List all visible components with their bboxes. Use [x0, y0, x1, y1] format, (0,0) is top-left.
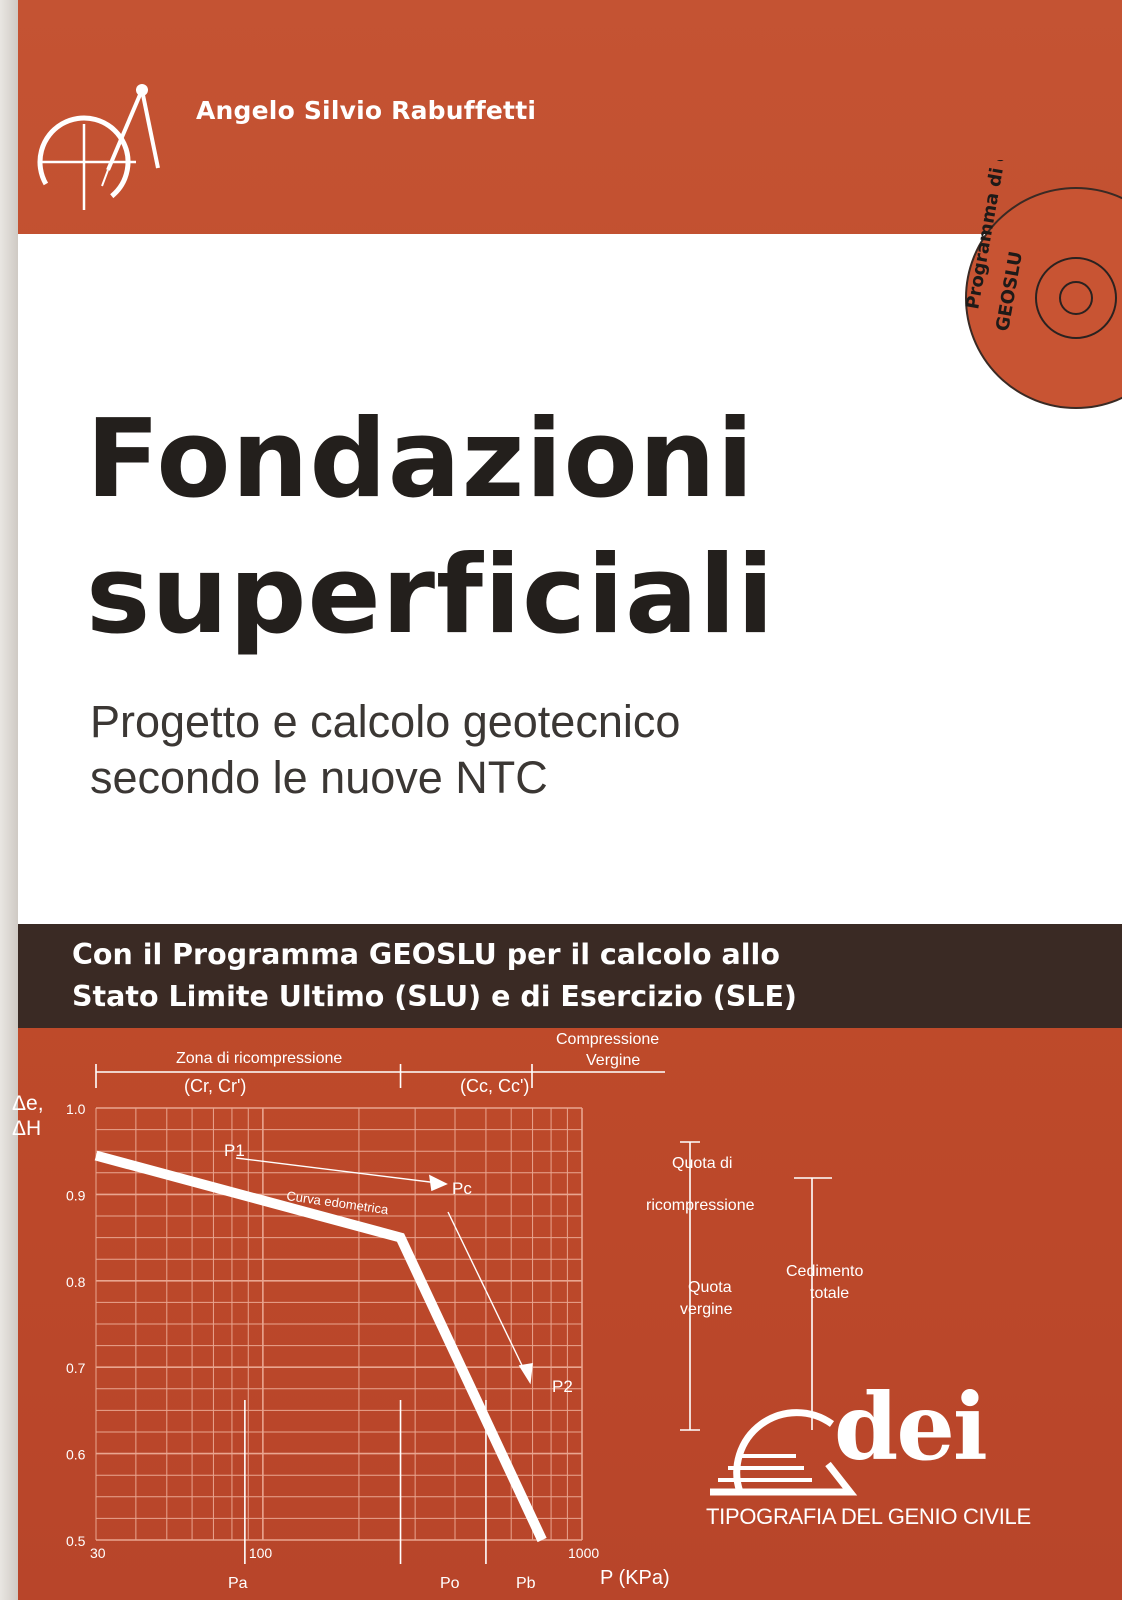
- quota-verg-2: vergine: [680, 1301, 733, 1318]
- marker-pb: Pb: [516, 1575, 536, 1592]
- zone-recompression-coeffs: (Cr, Cr'): [184, 1076, 246, 1096]
- point-label-pc: Pc: [452, 1179, 472, 1198]
- zone-virgin-title-1: Compressione: [556, 1031, 659, 1048]
- subtitle-line-2: secondo le nuove NTC: [90, 752, 548, 803]
- x-tick-label: 30: [90, 1545, 106, 1561]
- point-label-p2: P2: [552, 1377, 573, 1396]
- chart-ticks: 1.0 0.9 0.8 0.7 0.6 0.530 100 1000: [66, 1101, 599, 1561]
- marker-pa: Pa: [228, 1575, 248, 1592]
- arrow-head: [518, 1363, 533, 1385]
- y-axis-label-1: Δe,: [12, 1092, 44, 1115]
- x-axis-label: P (KPa): [600, 1567, 670, 1589]
- settlement-total-1: Cedimento: [786, 1263, 863, 1280]
- oedometer-chart: 1.0 0.9 0.8 0.7 0.6 0.530 100 1000 Zona di rico…: [12, 1031, 863, 1592]
- author-name: Angelo Silvio Rabuffetti: [196, 96, 537, 125]
- quota-ric-1: Quota di: [672, 1155, 732, 1172]
- quota-verg-1: Quota: [688, 1279, 732, 1296]
- cd-disc-icon: Programma di calcolo GEOSLU: [962, 160, 1122, 409]
- subtitle-line-1: Progetto e calcolo geotecnico: [90, 696, 681, 747]
- arrow-head: [428, 1174, 448, 1192]
- book-title: Fondazioni superficiali: [86, 392, 775, 664]
- arrow-p1-pc: [235, 1157, 447, 1185]
- publisher-tagline: TIPOGRAFIA DEL GENIO CIVILE: [706, 1504, 1031, 1529]
- y-tick-label: 1.0: [66, 1101, 86, 1117]
- y-tick-label: 0.5: [66, 1533, 86, 1549]
- point-label-p1: P1: [224, 1141, 245, 1160]
- arrow-pc-p2: [447, 1211, 531, 1383]
- chart-series: [94, 1150, 547, 1543]
- x-tick-label: 100: [249, 1545, 273, 1561]
- y-axis-label-2: ΔH: [12, 1117, 41, 1140]
- y-tick-label: 0.7: [66, 1360, 86, 1376]
- promo-band: [18, 924, 1122, 1028]
- y-tick-label: 0.6: [66, 1447, 86, 1463]
- promo-line-2: Stato Limite Ultimo (SLU) e di Esercizio…: [72, 980, 797, 1013]
- zone-recompression-title: Zona di ricompressione: [176, 1050, 342, 1067]
- quota-ric-2: ricompressione: [646, 1197, 755, 1214]
- y-tick-label: 0.8: [66, 1274, 86, 1290]
- y-tick-label: 0.9: [66, 1187, 86, 1203]
- x-tick-label: 1000: [568, 1545, 599, 1561]
- zone-virgin-title-2: Vergine: [586, 1052, 640, 1069]
- book-subtitle: Progetto e calcolo geotecnico secondo le…: [90, 694, 680, 806]
- cover-spine-edge: [0, 0, 18, 1600]
- title-line-1: Fondazioni: [86, 397, 755, 522]
- chart-overlay: [95, 1064, 832, 1564]
- title-line-2: superficiali: [86, 533, 775, 658]
- dei-logo-icon: [710, 1409, 858, 1496]
- promo-text: Con il Programma GEOSLU per il calcolo a…: [72, 934, 797, 1018]
- promo-line-1: Con il Programma GEOSLU per il calcolo a…: [72, 938, 780, 971]
- title-band: [18, 234, 1122, 924]
- curva-edometrica-line: [94, 1150, 547, 1543]
- settlement-total-2: totale: [810, 1285, 849, 1302]
- compass-logo-icon: [37, 84, 160, 210]
- publisher-logo-text: dei: [834, 1373, 988, 1481]
- marker-po: Po: [440, 1575, 460, 1592]
- zone-virgin-coeffs: (Cc, Cc'): [460, 1076, 529, 1096]
